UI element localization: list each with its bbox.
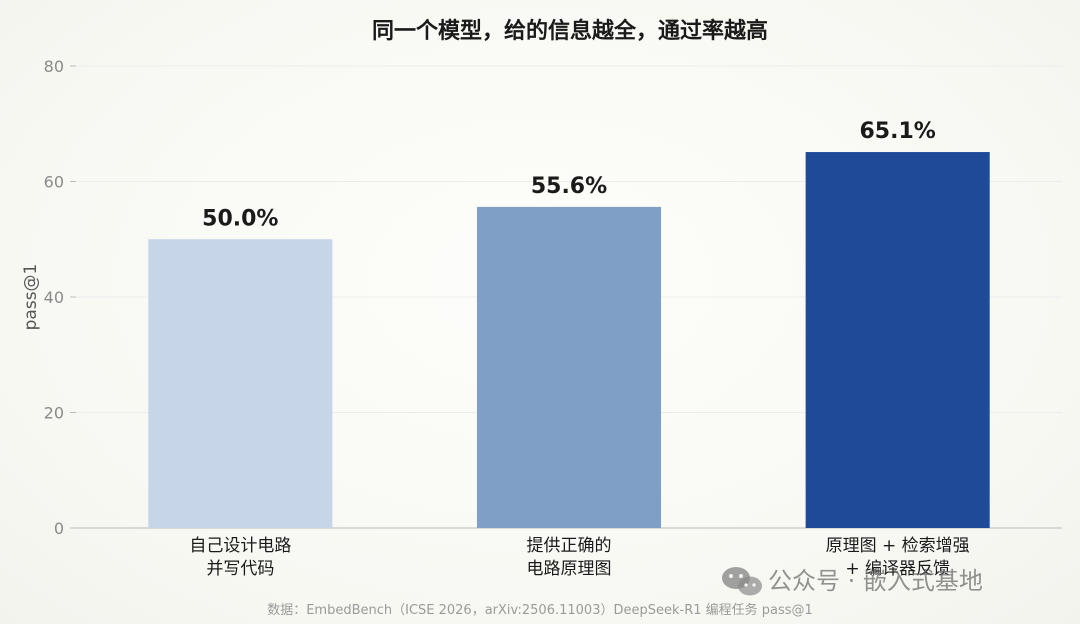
y-tick-label: 60 <box>44 173 64 192</box>
y-axis-ticks: 0 20 40 60 80 <box>44 57 76 538</box>
category-label: 原理图 + 检索增强 <box>826 536 970 556</box>
category-label: 并写代码 <box>206 559 274 579</box>
value-labels: 50.0% 55.6% 65.1% <box>202 119 936 231</box>
y-tick-label: 0 <box>54 519 64 538</box>
category-label: 提供正确的 <box>527 536 612 556</box>
bar-1 <box>148 239 333 528</box>
watermark-text: 公众号 · 嵌入式基地 <box>768 567 983 595</box>
y-axis-label: pass@1 <box>21 264 41 331</box>
y-tick-label: 40 <box>44 288 64 307</box>
watermark: 公众号 · 嵌入式基地 <box>722 567 983 596</box>
value-label: 65.1% <box>860 119 936 144</box>
source-note: 数据：EmbedBench（ICSE 2026，arXiv:2506.11003… <box>267 602 813 618</box>
category-label: 电路原理图 <box>527 559 612 579</box>
bar-2 <box>476 206 662 528</box>
chart-title: 同一个模型，给的信息越全，通过率越高 <box>372 18 768 44</box>
wechat-icon <box>722 567 762 596</box>
y-tick-label: 80 <box>44 57 64 76</box>
category-label: 自己设计电路 <box>189 536 291 556</box>
y-tick-label: 20 <box>44 404 64 423</box>
bars <box>148 152 990 529</box>
category-label: + 编译器反馈 <box>845 559 950 579</box>
value-label: 55.6% <box>531 174 607 199</box>
bar-3 <box>805 152 990 529</box>
value-label: 50.0% <box>202 206 278 231</box>
